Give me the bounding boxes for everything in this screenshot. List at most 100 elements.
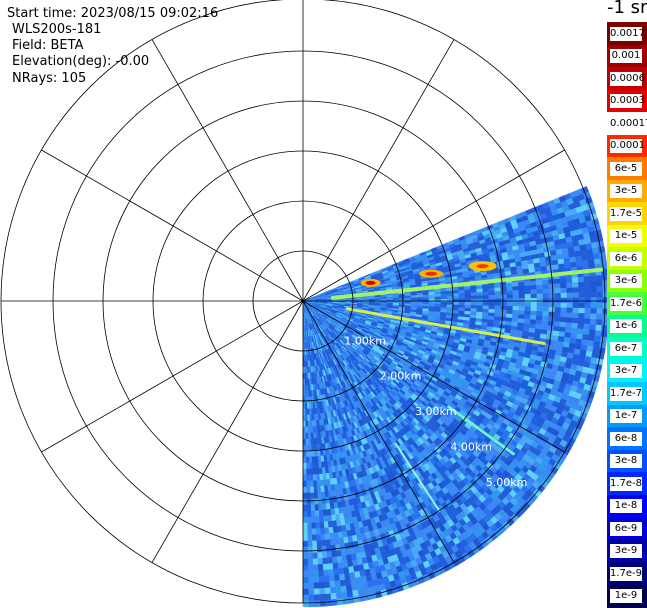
data-cell xyxy=(596,320,602,326)
data-cell xyxy=(593,341,600,347)
data-cell xyxy=(561,303,567,308)
data-cell xyxy=(584,314,590,320)
data-cell xyxy=(531,311,537,316)
data-cell xyxy=(593,253,600,259)
data-cell xyxy=(555,288,561,293)
data-cell xyxy=(507,306,513,310)
data-cell xyxy=(600,258,607,264)
data-cell xyxy=(435,297,441,300)
data-cell xyxy=(483,306,489,310)
data-cell xyxy=(495,306,501,310)
data-cell xyxy=(500,284,506,288)
data-cell xyxy=(489,292,495,296)
data-cell xyxy=(423,295,429,298)
data-cell xyxy=(476,286,482,290)
data-cell xyxy=(567,313,573,318)
data-cell xyxy=(579,287,585,293)
data-cell xyxy=(501,287,507,291)
data-cell xyxy=(596,275,602,281)
data-cell xyxy=(560,317,566,322)
data-cell xyxy=(459,302,465,305)
data-cell xyxy=(441,302,447,305)
data-cell xyxy=(573,293,579,298)
data-cell xyxy=(501,291,507,295)
data-cell xyxy=(518,315,524,320)
data-cell xyxy=(594,259,601,265)
data-cell xyxy=(549,307,555,312)
data-cell xyxy=(572,277,578,283)
data-cell xyxy=(453,293,459,296)
data-cell xyxy=(531,285,537,290)
data-cell xyxy=(340,580,346,587)
data-cell xyxy=(423,302,429,304)
data-cell xyxy=(347,591,353,598)
data-cell xyxy=(567,298,573,303)
data-cell xyxy=(599,342,606,348)
data-cell xyxy=(477,292,483,296)
data-cell xyxy=(519,290,525,294)
data-cell xyxy=(471,305,477,308)
data-cell xyxy=(549,298,555,303)
data-cell xyxy=(555,293,561,298)
data-cell xyxy=(335,544,340,551)
data-cell xyxy=(591,292,597,298)
data-cell xyxy=(429,292,435,295)
data-cell xyxy=(600,337,607,343)
data-cell xyxy=(537,311,543,316)
data-cell xyxy=(512,282,518,286)
data-cell xyxy=(507,291,513,295)
data-cell xyxy=(453,302,459,305)
data-cell xyxy=(572,323,579,329)
data-cell xyxy=(495,310,501,314)
data-cell xyxy=(572,282,578,287)
data-cell xyxy=(465,296,471,299)
data-cell xyxy=(339,574,345,581)
data-cell xyxy=(585,298,591,303)
data-cell xyxy=(513,310,519,314)
data-cell xyxy=(578,318,584,324)
data-cell xyxy=(555,312,561,317)
data-cell xyxy=(537,294,543,299)
data-cell xyxy=(435,294,441,297)
data-cell xyxy=(471,289,477,293)
data-cell xyxy=(536,320,542,325)
data-cell xyxy=(537,289,543,294)
data-cell xyxy=(513,303,519,307)
data-cell xyxy=(576,261,583,267)
data-cell xyxy=(447,291,453,294)
data-cell xyxy=(549,289,555,294)
data-cell xyxy=(471,302,477,305)
data-cell xyxy=(387,298,393,300)
data-cell xyxy=(584,282,590,288)
data-cell xyxy=(585,292,591,297)
data-cell xyxy=(577,329,584,335)
data-cell xyxy=(429,295,435,298)
data-cell xyxy=(543,289,549,294)
data-cell xyxy=(459,296,465,299)
data-cell xyxy=(483,309,489,313)
data-cell xyxy=(555,303,561,308)
data-cell xyxy=(429,297,435,300)
data-cell xyxy=(571,333,578,339)
data-cell xyxy=(369,299,375,300)
data-cell xyxy=(549,293,555,298)
data-cell xyxy=(429,304,435,307)
data-cell xyxy=(519,286,525,290)
data-cell xyxy=(489,288,495,292)
data-cell xyxy=(507,310,513,314)
data-cell xyxy=(507,299,513,303)
data-cell xyxy=(590,276,596,282)
data-cell xyxy=(537,307,543,312)
data-cell xyxy=(585,303,591,308)
data-cell xyxy=(348,597,355,604)
data-cell xyxy=(513,286,519,290)
data-cell xyxy=(483,292,489,296)
data-cell xyxy=(489,295,495,299)
data-cell xyxy=(597,309,603,315)
data-cell xyxy=(578,277,584,283)
data-cell xyxy=(525,294,531,298)
data-cell xyxy=(465,290,471,293)
data-cell xyxy=(554,279,560,284)
data-cell xyxy=(506,314,512,318)
data-cell xyxy=(554,284,560,289)
